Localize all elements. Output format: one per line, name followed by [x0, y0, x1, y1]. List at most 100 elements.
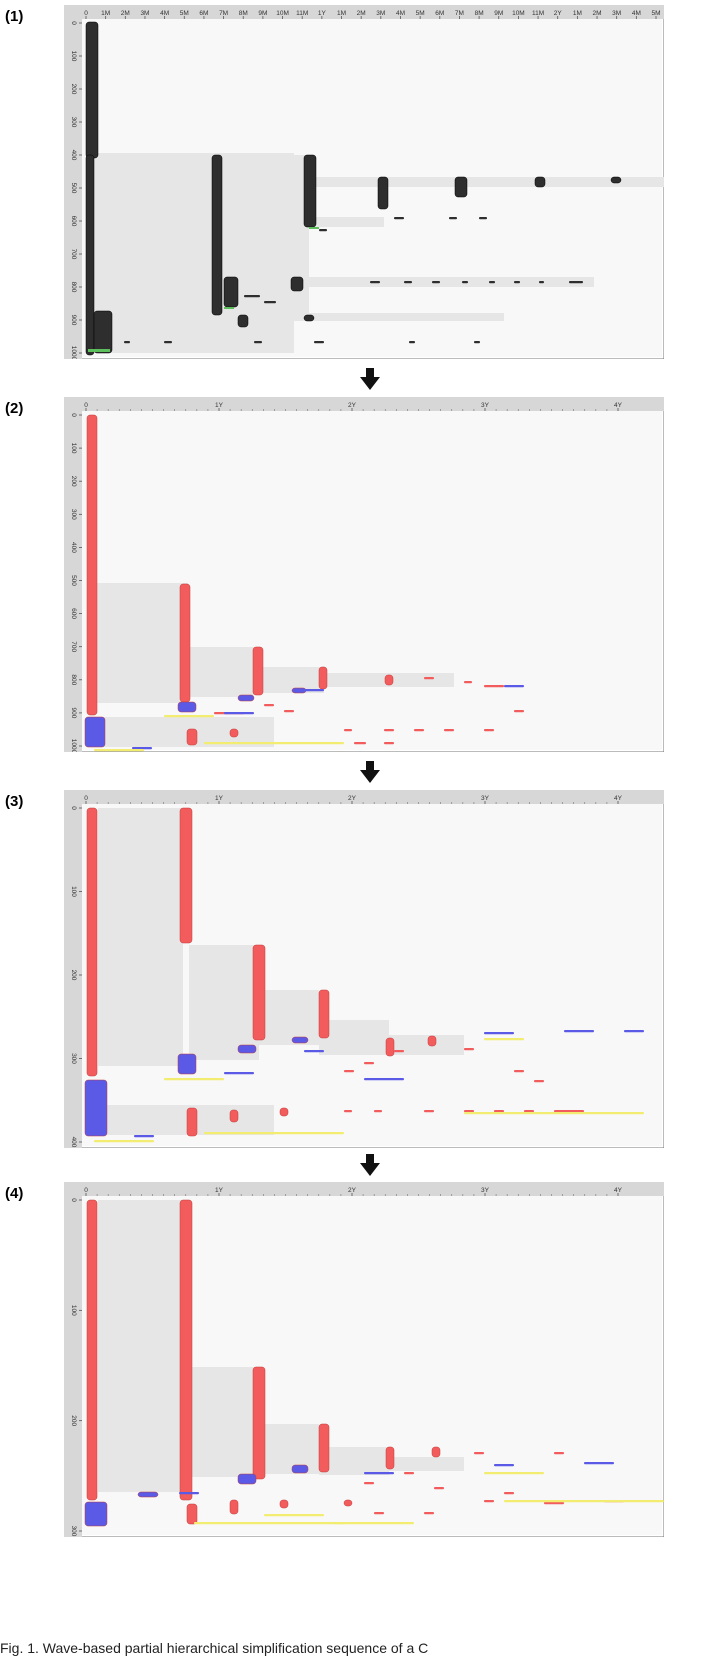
node-bar	[431, 1446, 441, 1458]
event-segment	[462, 281, 468, 284]
x-tick-label: 6M	[199, 10, 208, 17]
node-bar	[303, 154, 317, 228]
event-segment	[164, 1078, 224, 1081]
y-tick-label: 400	[70, 1137, 77, 1148]
y-tick-label: 0	[70, 806, 77, 810]
node-bar	[385, 1037, 395, 1057]
panel-3-plot: 0 1Y 2Y 3Y 4Y 0 100 200 300 400	[64, 790, 664, 1148]
x-tick-label: 4M	[160, 10, 169, 17]
event-segment	[94, 1140, 154, 1143]
y-tick-label: 200	[70, 970, 77, 981]
event-segment	[624, 1030, 644, 1033]
event-segment	[514, 281, 520, 284]
event-segment	[474, 1452, 484, 1455]
y-tick-label: 1000	[70, 346, 77, 359]
cluster-band	[88, 583, 188, 703]
y-tick-label: 600	[70, 608, 77, 619]
x-tick-label: 5M	[180, 10, 189, 17]
node-bar	[237, 1044, 257, 1054]
y-tick-label: 200	[70, 476, 77, 487]
y-tick-label: 100	[70, 886, 77, 897]
x-tick-label: 3M	[376, 10, 385, 17]
node-bar	[385, 1446, 395, 1470]
node-bar	[318, 1423, 330, 1473]
event-segment	[384, 729, 394, 732]
node-bar	[377, 176, 389, 210]
event-segment	[224, 1072, 254, 1075]
node-bar	[237, 694, 255, 702]
node-bar	[252, 646, 264, 696]
down-arrow-icon	[360, 761, 380, 783]
event-segment	[94, 749, 144, 752]
x-tick-label: 7M	[219, 10, 228, 17]
node-bar	[252, 944, 266, 1041]
node-bar	[229, 728, 239, 738]
cluster-band	[319, 1447, 389, 1475]
panel-2-plot: 0 1Y 2Y 3Y 4Y 0 100 200 300 400 500 600 700 800 900 100…	[64, 397, 664, 752]
event-segment	[484, 1472, 544, 1475]
node-bar	[223, 276, 239, 308]
event-segment	[364, 1062, 374, 1065]
node-bar	[318, 989, 330, 1039]
node-bar	[84, 1079, 108, 1137]
x-tick-label: 2M	[593, 10, 602, 17]
event-segment	[464, 1048, 474, 1051]
x-tick-label: 5M	[416, 10, 425, 17]
node-bar	[93, 310, 113, 354]
event-segment	[494, 1464, 514, 1467]
x-tick-label: 2Y	[348, 402, 357, 409]
x-tick-label: 1Y	[215, 795, 224, 802]
x-axis-ruler	[64, 790, 664, 804]
x-tick-label: 0	[84, 1187, 88, 1194]
panel-1-plot: 0 1M 2M 3M 4M 5M 6M 7M 8M 9M 10M 11M 1Y 1M 2M 3M 4M 5M 6M 7…	[64, 5, 664, 359]
event-segment	[479, 217, 487, 220]
node-bar	[279, 1499, 289, 1509]
y-tick-label: 0	[70, 1198, 77, 1202]
x-tick-label: 10M	[512, 10, 525, 17]
y-tick-label: 800	[70, 282, 77, 293]
event-segment	[404, 281, 412, 284]
x-tick-label: 2M	[121, 10, 130, 17]
y-tick-label: 700	[70, 249, 77, 260]
node-bar	[279, 1107, 289, 1117]
node-bar	[177, 701, 197, 713]
x-tick-label: 3M	[612, 10, 621, 17]
event-segment	[514, 1070, 524, 1073]
event-segment	[394, 1050, 404, 1053]
cluster-band	[259, 1424, 319, 1474]
x-tick-label: 1M	[101, 10, 110, 17]
x-tick-label: 4Y	[614, 402, 623, 409]
cluster-band	[94, 1105, 274, 1135]
cluster-band	[384, 1457, 464, 1471]
root-bar	[86, 807, 98, 1077]
node-bar	[454, 176, 468, 198]
event-segment	[344, 729, 352, 732]
y-tick-label: 300	[70, 117, 77, 128]
event-segment	[484, 1032, 514, 1035]
event-segment	[404, 1472, 414, 1475]
event-segment	[384, 742, 394, 745]
node-bar	[237, 314, 249, 328]
event-segment	[534, 1080, 544, 1083]
panel-label-4: (4)	[5, 1185, 24, 1202]
event-segment	[374, 1512, 384, 1515]
figure-caption: Fig. 1. Wave-based partial hierarchical …	[0, 1640, 429, 1656]
cluster-band	[98, 1200, 183, 1492]
x-tick-label: 8M	[475, 10, 484, 17]
event-segment	[464, 1112, 644, 1115]
root-bar	[85, 21, 99, 159]
x-tick-label: 3Y	[481, 402, 490, 409]
event-segment	[484, 729, 494, 732]
x-tick-label: 1Y	[215, 1187, 224, 1194]
y-axis-ruler	[64, 19, 82, 359]
x-tick-label: 9M	[494, 10, 503, 17]
event-segment	[344, 1110, 352, 1113]
node-bar	[84, 1501, 108, 1527]
x-axis-ruler	[64, 1182, 664, 1196]
y-tick-label: 400	[70, 542, 77, 553]
event-segment	[370, 281, 380, 284]
node-bar	[252, 1366, 266, 1480]
node-bar	[85, 154, 95, 356]
event-segment	[334, 1522, 414, 1525]
y-tick-label: 0	[70, 413, 77, 417]
